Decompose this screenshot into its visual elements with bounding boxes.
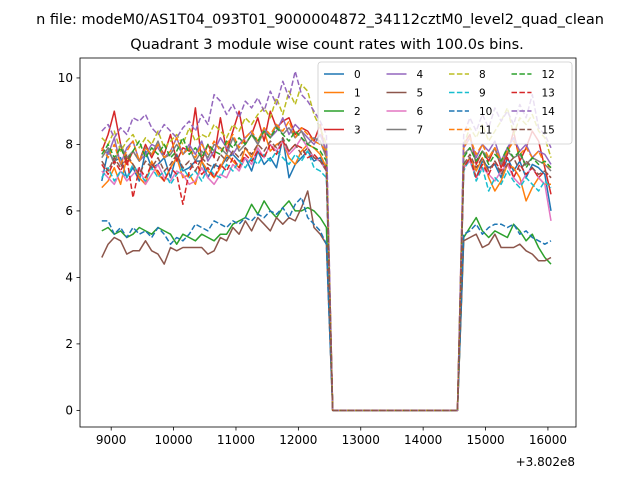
y-tick-label: 10 [58,71,73,85]
chart-title: Quadrant 3 module wise count rates with … [130,37,524,53]
legend-label-6: 6 [417,106,424,118]
y-tick-label: 2 [65,337,73,351]
series-line-9 [101,150,552,412]
legend-label-7: 7 [417,124,424,136]
series-line-12 [101,127,552,412]
legend-label-2: 2 [354,106,361,118]
x-tick-label: 11000 [217,433,255,447]
legend-label-9: 9 [479,87,486,99]
x-tick-label: 16000 [529,433,567,447]
x-tick-label: 15000 [466,433,504,447]
legend-label-8: 8 [479,69,486,81]
axis-layer: 9000 10000 11000 12000 13000 14000 15000 16000 0… [58,71,567,447]
legend-label-1: 1 [354,87,361,99]
y-tick-label: 0 [65,404,73,418]
legend-label-13: 13 [542,87,555,99]
axes-frame [79,57,577,428]
x-tick-label: 14000 [404,433,442,447]
x-tick-label: 13000 [342,433,380,447]
legend-label-3: 3 [354,124,361,136]
series-layer [101,70,552,412]
y-tick-label: 4 [65,271,73,285]
series-line-15 [101,137,552,412]
series-line-5 [101,190,552,412]
x-axis-offset-label: +3.802e8 [516,455,575,469]
y-tick-label: 6 [65,204,73,218]
legend-label-15: 15 [542,124,555,136]
x-tick-label: 9000 [96,433,127,447]
y-tick-label: 8 [65,138,73,152]
legend-box [317,61,573,145]
legend-label-11: 11 [479,124,492,136]
series-line-1 [101,130,551,412]
legend-label-4: 4 [417,69,424,81]
legend-label-10: 10 [479,106,492,118]
legend-label-14: 14 [542,106,556,118]
figure-suptitle: n file: modeM0/AS1T04_093T01_9000004872_… [36,12,604,28]
x-tick-label: 10000 [154,433,192,447]
series-line-10 [101,196,552,412]
legend-label-0: 0 [354,69,361,81]
series-line-11 [101,120,552,412]
x-tick-label: 12000 [279,433,317,447]
legend-label-12: 12 [542,69,555,81]
legend-label-5: 5 [417,87,424,99]
